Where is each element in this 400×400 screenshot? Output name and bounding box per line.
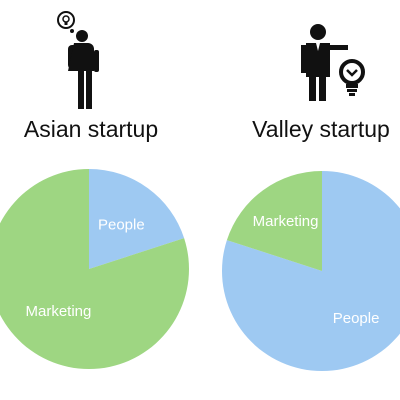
businessman-with-lightbulb-icon [301, 24, 365, 101]
pie-slice-label-people: People [333, 310, 380, 327]
backpacker-with-lightbulb-icon [57, 11, 99, 109]
pie-slice-label-marketing: Marketing [26, 303, 92, 320]
pie-slice-marketing [0, 169, 189, 369]
pie-chart-asian-startup: People Marketing [0, 169, 189, 369]
pie-slice-label-people: People [98, 217, 145, 234]
panel-title-asian-startup: Asian startup [23, 116, 159, 142]
pie-slice-people [89, 169, 185, 269]
pie-slice-people [222, 171, 400, 371]
pie-slice-label-marketing: Marketing [253, 213, 319, 230]
pie-slice-marketing [226, 171, 322, 271]
panel-title-valley-startup: Valley startup [252, 116, 390, 142]
pie-chart-valley-startup: People Marketing [222, 171, 400, 371]
